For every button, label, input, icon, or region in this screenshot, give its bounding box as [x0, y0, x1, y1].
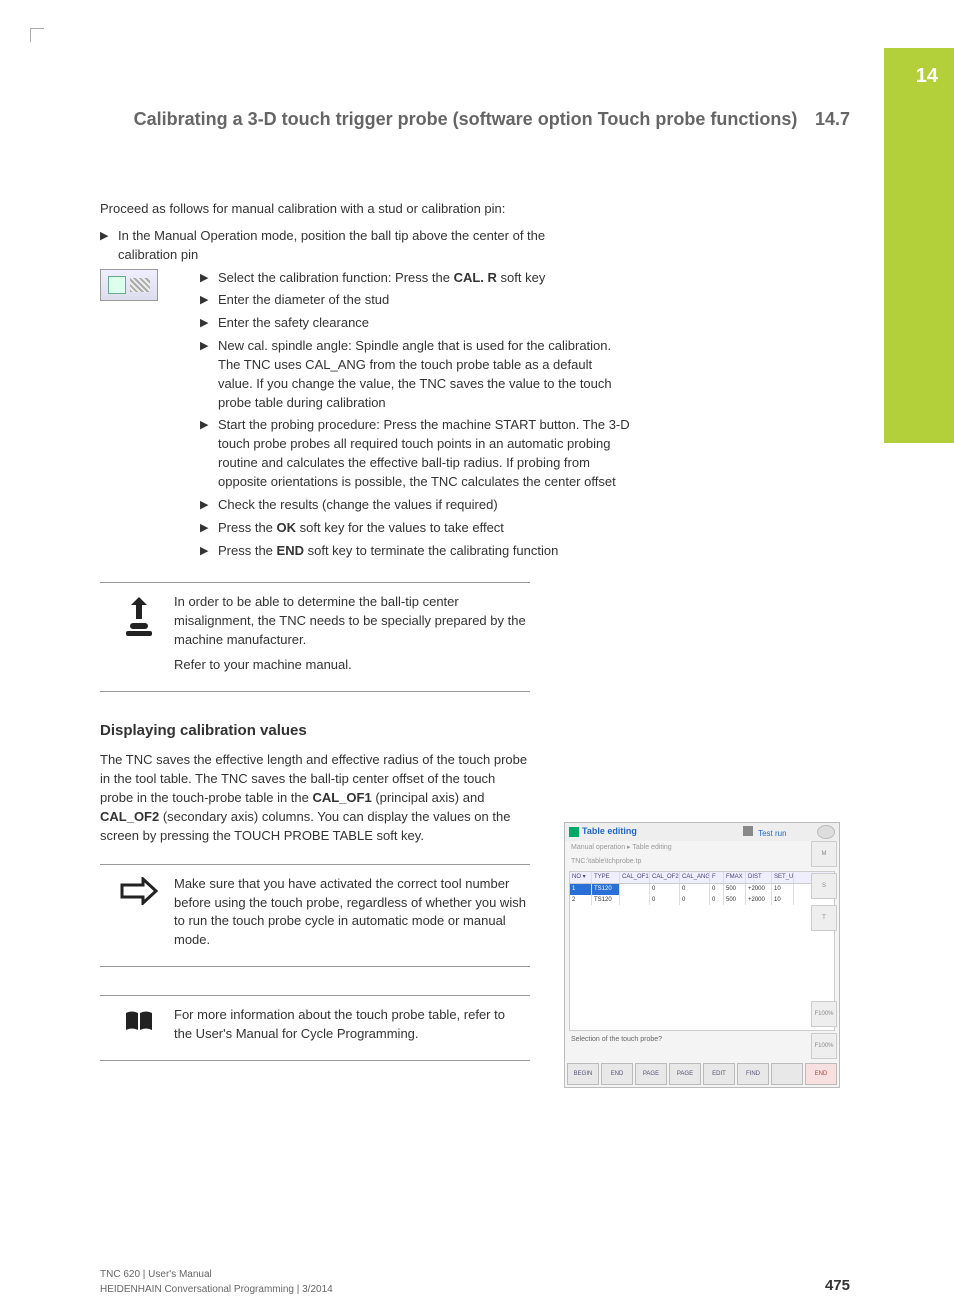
ss-row-2: 2 TS120 0 0 0 500 +2000 10	[570, 895, 834, 906]
arrow-note-text: Make sure that you have activated the co…	[174, 875, 526, 956]
ss-breadcrumb: Manual operation ▸ Table editing	[565, 841, 839, 855]
display-para: The TNC saves the effective length and e…	[100, 751, 530, 845]
arrow-icon: ▶	[200, 314, 218, 333]
book-note-text: For more information about the touch pro…	[174, 1006, 526, 1050]
ss-softkey[interactable]: END	[601, 1063, 633, 1085]
arrow-icon: ▶	[200, 416, 218, 491]
ss-title: Table editing	[582, 825, 637, 838]
page-header: Calibrating a 3-D touch trigger probe (s…	[100, 106, 850, 132]
cal-r-icon-cell	[100, 269, 200, 565]
section-title: Calibrating a 3-D touch trigger probe (s…	[134, 109, 798, 129]
ss-rbtn[interactable]: S	[811, 873, 837, 899]
ss-rbtn[interactable]: M	[811, 841, 837, 867]
ss-table-header: NO ▾ TYPE CAL_OF1 CAL_OF2 CAL_ANG F FMAX…	[570, 872, 834, 884]
ss-row-1: 1 TS120 0 0 0 500 +2000 10	[570, 884, 834, 895]
arrow-note: Make sure that you have activated the co…	[100, 864, 530, 967]
arrow-icon: ▶	[200, 337, 218, 412]
arrow-icon: ▶	[200, 542, 218, 561]
ss-header: Table editing	[565, 823, 839, 841]
ss-softkey[interactable]: FIND	[737, 1063, 769, 1085]
step-1-text: In the Manual Operation mode, position t…	[118, 227, 560, 265]
footer-left: TNC 620 | User's Manual HEIDENHAIN Conve…	[100, 1268, 333, 1297]
book-icon	[104, 1006, 174, 1050]
cal-r-softkey-icon	[100, 269, 158, 301]
ss-table: NO ▾ TYPE CAL_OF1 CAL_OF2 CAL_ANG F FMAX…	[569, 871, 835, 1031]
ss-softkeys: BEGIN END PAGE PAGE EDIT FIND END	[567, 1063, 837, 1085]
chapter-tab: 14	[884, 48, 954, 443]
step-s3: Enter the safety clearance	[218, 314, 630, 333]
ss-softkey[interactable]: BEGIN	[567, 1063, 599, 1085]
section-number: 14.7	[815, 109, 850, 129]
arrow-icon: ▶	[200, 291, 218, 310]
machine-note: In order to be able to determine the bal…	[100, 582, 530, 691]
sub-steps: ▶ Select the calibration function: Press…	[200, 269, 660, 565]
book-note: For more information about the touch pro…	[100, 995, 530, 1061]
machine-note-text: In order to be able to determine the bal…	[174, 593, 526, 680]
step-s4: New cal. spindle angle: Spindle angle th…	[218, 337, 630, 412]
ss-softkey-end[interactable]: END	[805, 1063, 837, 1085]
arrow-right-icon	[104, 875, 174, 956]
crop-mark	[30, 28, 44, 42]
ss-softkey[interactable]: PAGE	[635, 1063, 667, 1085]
page-content: Proceed as follows for manual calibratio…	[100, 200, 840, 1089]
step-s8: Press the END soft key to terminate the …	[218, 542, 630, 561]
intro-text: Proceed as follows for manual calibratio…	[100, 200, 560, 219]
ss-softkey[interactable]	[771, 1063, 803, 1085]
tnc-screenshot: Table editing Test run Manual operation …	[564, 822, 840, 1088]
arrow-icon: ▶	[200, 269, 218, 288]
page-footer: TNC 620 | User's Manual HEIDENHAIN Conve…	[100, 1268, 850, 1297]
ss-status: Selection of the touch probe?	[565, 1033, 839, 1047]
step-s2: Enter the diameter of the stud	[218, 291, 630, 310]
ss-rbtn[interactable]: F100%	[811, 1033, 837, 1059]
ss-mode-icon	[569, 827, 579, 837]
step-s1: Select the calibration function: Press t…	[218, 269, 630, 288]
ss-softkey[interactable]: EDIT	[703, 1063, 735, 1085]
ss-rbtn[interactable]: F100%	[811, 1001, 837, 1027]
softkey-steps: ▶ Select the calibration function: Press…	[100, 269, 660, 565]
ss-mode2-icon	[743, 826, 753, 836]
ss-right-buttons: M S T F100% F100%	[811, 841, 837, 1059]
ss-filepath: TNC:\table\tchprobe.tp	[565, 855, 839, 869]
ss-corner-dial	[817, 825, 835, 839]
arrow-icon: ▶	[200, 496, 218, 515]
step-1: ▶ In the Manual Operation mode, position…	[100, 227, 560, 265]
machine-icon	[104, 593, 174, 680]
step-s5: Start the probing procedure: Press the m…	[218, 416, 630, 491]
arrow-icon: ▶	[100, 227, 118, 265]
subheading: Displaying calibration values	[100, 720, 840, 742]
ss-rbtn[interactable]: T	[811, 905, 837, 931]
ss-softkey[interactable]: PAGE	[669, 1063, 701, 1085]
ss-title2: Test run	[743, 826, 787, 840]
page-number: 475	[825, 1275, 850, 1297]
step-s7: Press the OK soft key for the values to …	[218, 519, 630, 538]
chapter-number: 14	[916, 62, 938, 91]
step-s6: Check the results (change the values if …	[218, 496, 630, 515]
arrow-icon: ▶	[200, 519, 218, 538]
